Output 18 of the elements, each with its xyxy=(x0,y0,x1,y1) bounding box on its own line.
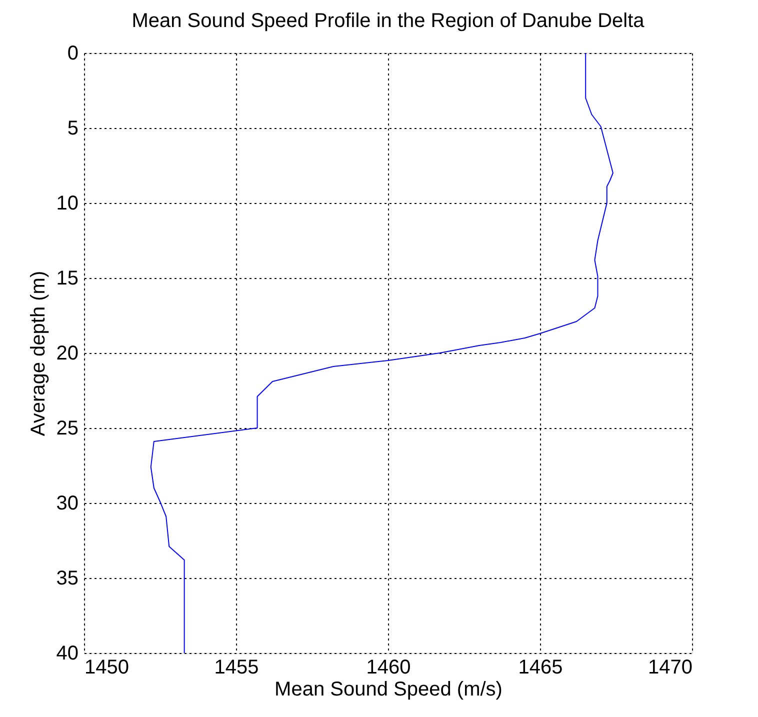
y-tick-label: 0 xyxy=(67,42,78,64)
x-tick-label: 1455 xyxy=(214,656,259,678)
x-tick-label: 1470 xyxy=(648,656,692,678)
x-tick-label: 1450 xyxy=(84,656,129,678)
y-tick-label: 20 xyxy=(56,342,78,364)
y-tick-label: 25 xyxy=(56,418,78,440)
x-axis-title: Mean Sound Speed (m/s) xyxy=(274,678,502,700)
y-tick-label: 30 xyxy=(56,492,78,514)
y-tick-label: 15 xyxy=(56,268,78,290)
chart-title: Mean Sound Speed Profile in the Region of Danube Delta xyxy=(132,10,646,32)
y-tick-label: 10 xyxy=(56,192,78,214)
line-series xyxy=(150,52,614,654)
y-tick-label: 5 xyxy=(67,118,78,140)
x-tick-label: 1460 xyxy=(366,656,411,678)
y-axis-title: Average depth (m) xyxy=(27,270,50,436)
y-tick-label: 40 xyxy=(56,642,78,664)
x-tick-label: 1465 xyxy=(518,656,563,678)
y-tick-label: 35 xyxy=(56,568,78,590)
